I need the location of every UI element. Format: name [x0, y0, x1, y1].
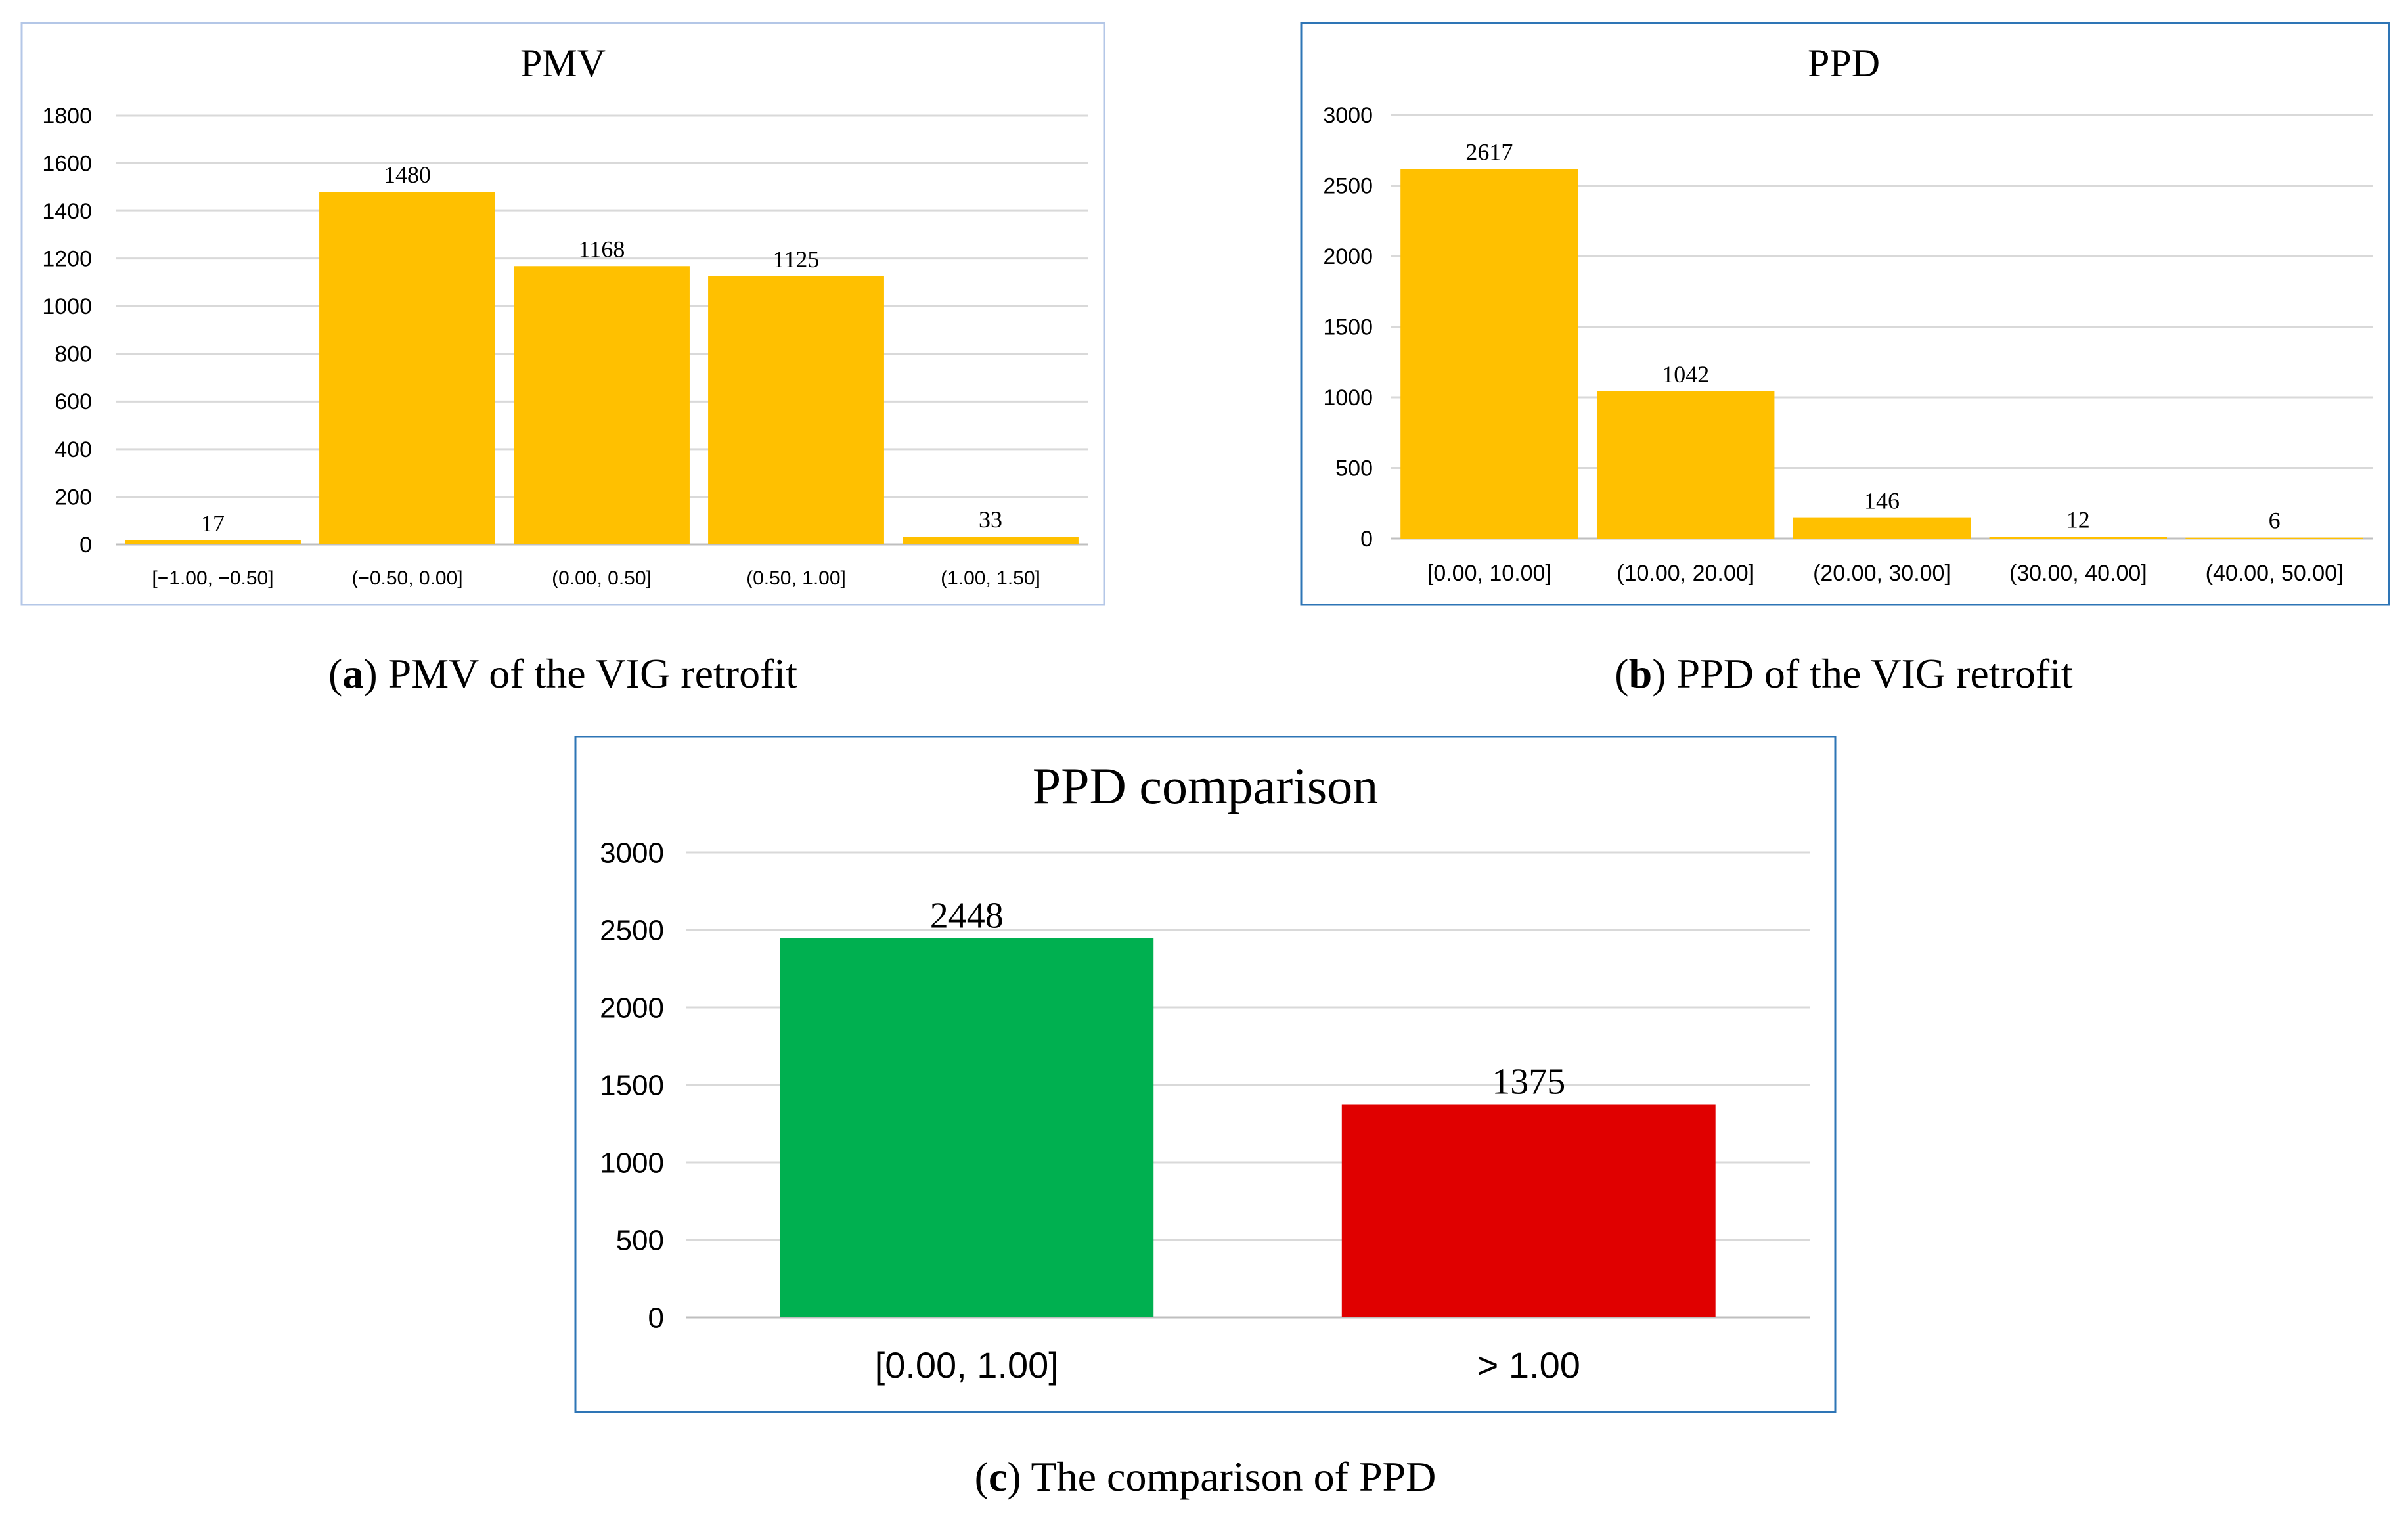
pmv-value-label: 1168 [579, 236, 625, 262]
cmp-value-label: 2448 [930, 895, 1004, 936]
pmv-y-tick-label: 1000 [42, 294, 92, 319]
pmv-y-tick-label: 0 [79, 533, 92, 558]
cmp-chart-title: PPD comparison [1033, 757, 1379, 814]
panel-pmv: PMV 0 200 400 600 800 1000 1200 1400 1600 1800 17… [20, 22, 1105, 697]
pmv-bar [514, 266, 690, 544]
pmv-y-tick-label: 1400 [42, 199, 92, 224]
cmp-y-axis: 0 500 1000 1500 2000 2500 3000 [600, 837, 664, 1334]
ppd-y-tick-label: 1500 [1323, 315, 1373, 340]
ppd-y-tick-label: 2500 [1323, 173, 1373, 198]
cmp-y-tick-label: 2500 [600, 914, 664, 946]
pmv-y-tick-label: 200 [55, 485, 92, 510]
pmv-y-tick-label: 1800 [42, 104, 92, 129]
cmp-bars [780, 938, 1716, 1317]
ppd-caption-label: b [1629, 650, 1653, 697]
pmv-value-labels: 17 1480 1168 1125 33 [201, 162, 1002, 537]
cmp-x-axis: [0.00, 1.00] > 1.00 [875, 1344, 1580, 1386]
cmp-caption-label: c [989, 1453, 1007, 1500]
ppd-category-label: (20.00, 30.00] [1813, 561, 1951, 586]
panel-ppd: PPD 0 500 1000 1500 2000 2500 3000 2617 1042 146… [1300, 22, 2390, 697]
ppd-category-label: (10.00, 20.00] [1616, 561, 1754, 586]
ppd-bar [1793, 517, 1971, 539]
ppd-y-tick-label: 0 [1360, 527, 1373, 552]
pmv-caption-text: PMV of the VIG retrofit [378, 650, 798, 697]
pmv-bars [125, 192, 1079, 545]
ppd-value-label: 6 [2269, 508, 2281, 534]
cmp-y-tick-label: 1500 [600, 1069, 664, 1101]
pmv-category-label: (1.00, 1.50] [941, 567, 1040, 589]
pmv-y-tick-label: 400 [55, 437, 92, 462]
cmp-value-label: 1375 [1492, 1062, 1565, 1103]
pmv-y-tick-label: 1600 [42, 151, 92, 176]
ppd-value-label: 12 [2066, 506, 2090, 533]
panel-ppd-comparison: PPD comparison 050010001500200025003000 … [574, 736, 1837, 1500]
pmv-caption: (a) PMV of the VIG retrofit [328, 650, 797, 697]
cmp-y-tick-label: 2000 [600, 992, 664, 1024]
pmv-bar [708, 276, 884, 544]
ppd-bar [1989, 537, 2168, 539]
cmp-caption-text: The comparison of PPD [1021, 1453, 1437, 1500]
ppd-category-label: [0.00, 10.00] [1427, 561, 1551, 586]
ppd-bar [1400, 169, 1578, 539]
ppd-category-label: (30.00, 40.00] [2009, 561, 2147, 586]
cmp-y-tick-label: 1000 [600, 1147, 664, 1179]
ppd-bar [1596, 391, 1775, 539]
pmv-category-label: [−1.00, −0.50] [152, 567, 273, 589]
ppd-caption-text: PPD of the VIG retrofit [1666, 650, 2073, 697]
ppd-x-axis: [0.00, 10.00] (10.00, 20.00] (20.00, 30.00… [1427, 561, 2344, 586]
pmv-y-tick-label: 800 [55, 342, 92, 367]
pmv-x-axis: [−1.00, −0.50] (−0.50, 0.00] (0.00, 0.50] (… [152, 567, 1040, 589]
ppd-y-tick-label: 500 [1335, 456, 1373, 481]
pmv-bar [903, 537, 1079, 544]
cmp-y-tick-label: 3000 [600, 837, 664, 869]
ppd-value-label: 1042 [1662, 361, 1709, 387]
pmv-value-label: 1125 [773, 246, 820, 273]
ppd-value-labels: 2617 1042 146 12 6 [1465, 139, 2280, 533]
pmv-category-label: (0.50, 1.00] [746, 567, 846, 589]
pmv-category-label: (0.00, 0.50] [552, 567, 652, 589]
pmv-chart-title: PMV [520, 41, 606, 85]
cmp-caption: (c) The comparison of PPD [975, 1453, 1437, 1500]
cmp-y-tick-label: 500 [616, 1224, 664, 1256]
pmv-value-label: 33 [979, 506, 1002, 533]
ppd-bar [2185, 537, 2363, 539]
ppd-value-label: 146 [1864, 488, 1900, 514]
ppd-chart-title: PPD [1808, 41, 1880, 85]
ppd-y-tick-label: 3000 [1323, 103, 1373, 128]
pmv-bar [319, 192, 495, 545]
pmv-value-label: 17 [201, 510, 225, 537]
ppd-y-axis: 0 500 1000 1500 2000 2500 3000 [1323, 103, 1373, 552]
cmp-bar [780, 938, 1154, 1317]
ppd-y-tick-label: 1000 [1323, 385, 1373, 410]
ppd-bars [1400, 169, 2363, 539]
pmv-caption-label: a [342, 650, 363, 697]
ppd-caption: (b) PPD of the VIG retrofit [1615, 650, 2073, 697]
ppd-y-tick-label: 2000 [1323, 244, 1373, 269]
ppd-category-label: (40.00, 50.00] [2206, 561, 2344, 586]
ppd-value-label: 2617 [1465, 139, 1513, 165]
pmv-y-axis: 0 200 400 600 800 1000 1200 1400 1600 1800 [42, 104, 92, 558]
pmv-y-tick-label: 1200 [42, 247, 92, 272]
cmp-value-labels: 2448 1375 [930, 895, 1566, 1102]
cmp-category-label: > 1.00 [1477, 1344, 1580, 1386]
cmp-bar [1341, 1104, 1716, 1317]
pmv-value-label: 1480 [384, 162, 431, 188]
pmv-category-label: (−0.50, 0.00] [351, 567, 462, 589]
cmp-category-label: [0.00, 1.00] [875, 1344, 1059, 1386]
cmp-y-tick-label: 0 [648, 1302, 664, 1334]
pmv-y-tick-label: 600 [55, 389, 92, 414]
pmv-bar [125, 540, 301, 544]
